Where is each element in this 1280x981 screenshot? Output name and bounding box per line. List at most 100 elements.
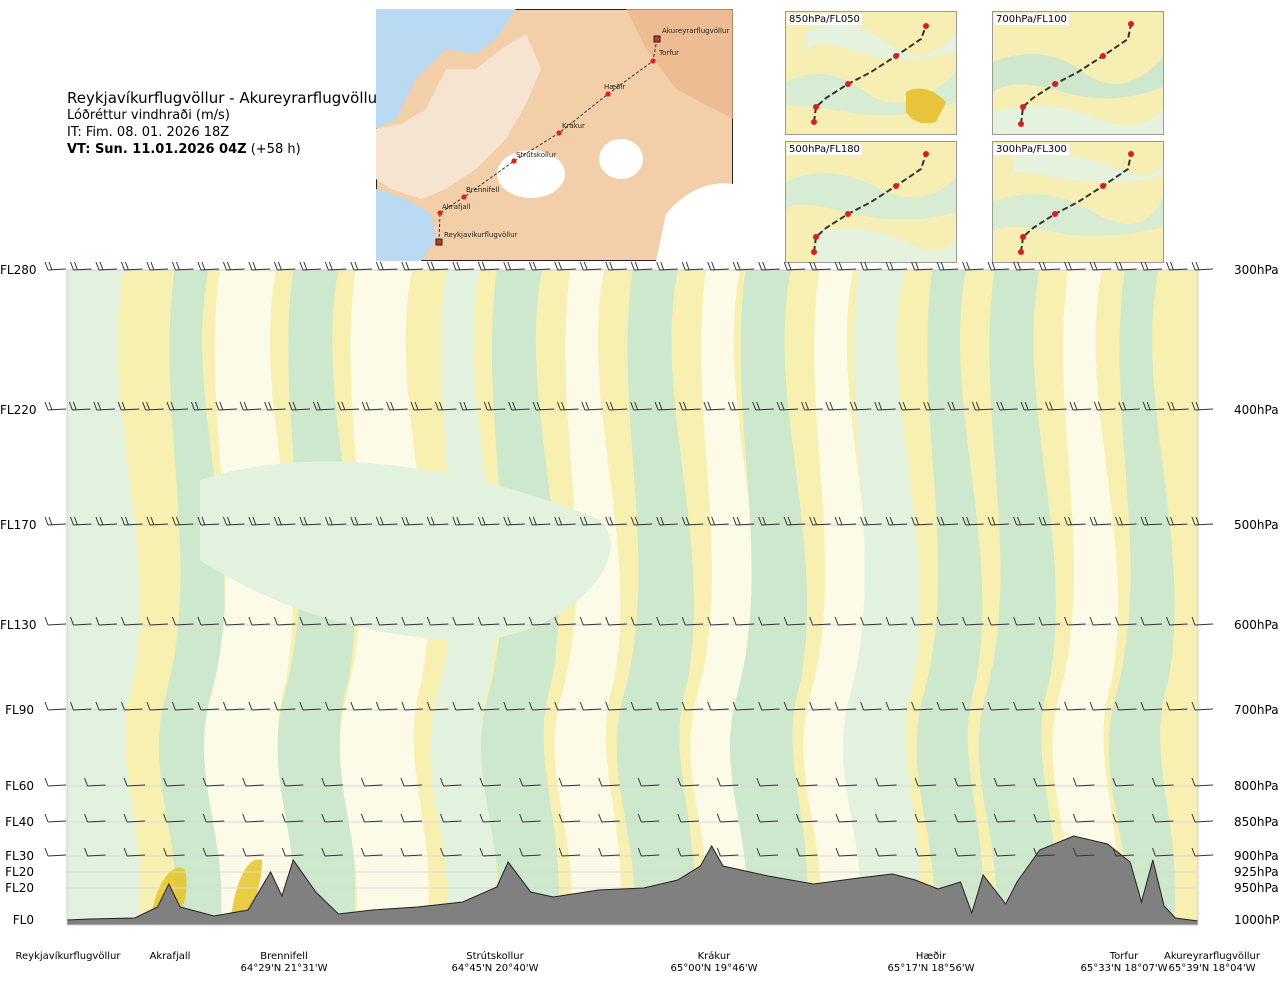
wind-barb-feather bbox=[787, 261, 792, 271]
wind-barb bbox=[1169, 708, 1188, 711]
wind-barb-feather bbox=[758, 616, 763, 626]
station-label: Reykjavíkurflugvöllur bbox=[8, 951, 128, 963]
wind-barb-feather bbox=[379, 516, 384, 526]
panel-850[interactable]: 850hPa/FL050 bbox=[785, 11, 957, 135]
wind-barb-feather bbox=[681, 701, 686, 711]
wind-barb-feather bbox=[1151, 847, 1156, 857]
pressure-level-label: 400hPa bbox=[1234, 403, 1279, 417]
wind-barb-feather bbox=[1115, 616, 1120, 626]
wind-barb bbox=[364, 854, 383, 857]
station-label: Krákur 65°00'N 19°46'W bbox=[654, 951, 774, 975]
wind-barb-feather bbox=[1140, 261, 1145, 271]
wind-barb-feather bbox=[171, 616, 176, 626]
wind-barb bbox=[124, 623, 143, 626]
wind-barb-feather bbox=[375, 701, 380, 711]
wind-barb-feather bbox=[202, 847, 207, 857]
wind-barb bbox=[1143, 623, 1163, 626]
wind-barb bbox=[267, 408, 286, 411]
panel-700[interactable]: 700hPa/FL100 bbox=[992, 11, 1164, 135]
wind-barb bbox=[736, 623, 755, 626]
wind-barb bbox=[641, 854, 660, 857]
wind-barb-feather bbox=[630, 401, 635, 411]
wind-barb bbox=[1143, 268, 1163, 271]
pressure-level-label: 600hPa bbox=[1234, 618, 1279, 632]
wind-barb-feather bbox=[463, 401, 468, 411]
wind-barb bbox=[47, 623, 67, 626]
wind-barb-feather bbox=[171, 261, 176, 271]
wind-barb bbox=[685, 623, 704, 626]
map-waypoint-marker bbox=[461, 194, 467, 200]
wind-barb-feather bbox=[630, 516, 635, 526]
wind-barb-feather bbox=[483, 401, 488, 411]
wind-barb bbox=[483, 820, 502, 823]
wind-barb bbox=[1146, 408, 1165, 411]
wind-barb bbox=[889, 708, 908, 711]
wind-barb bbox=[194, 408, 213, 411]
panel-500[interactable]: 500hPa/FL180 bbox=[785, 141, 957, 263]
wind-barb bbox=[736, 268, 755, 271]
wind-barb-feather bbox=[264, 401, 269, 411]
wind-barb bbox=[218, 408, 237, 411]
wind-barb-feather bbox=[660, 516, 665, 526]
wind-barb-feather bbox=[598, 777, 603, 787]
wind-barb bbox=[965, 268, 984, 271]
wind-barb-feather bbox=[1195, 261, 1200, 271]
wind-barb bbox=[685, 523, 704, 526]
wind-barb-feather bbox=[405, 261, 410, 271]
wind-barb bbox=[379, 523, 398, 526]
wind-barb bbox=[1155, 820, 1174, 823]
contour-band bbox=[1052, 270, 1119, 925]
wind-barb-feather bbox=[400, 777, 405, 787]
station-coordinates: 65°17'N 18°56'W bbox=[887, 963, 975, 974]
pressure-level-label: 800hPa bbox=[1234, 779, 1279, 793]
panel-300[interactable]: 300hPa/FL300 bbox=[992, 141, 1164, 263]
panel-700-label: 700hPa/FL100 bbox=[994, 14, 1069, 25]
wind-barb-feather bbox=[487, 401, 492, 411]
wind-barb bbox=[353, 623, 372, 626]
wind-barb bbox=[532, 623, 551, 626]
wind-barb bbox=[1115, 820, 1134, 823]
wind-barb-feather bbox=[936, 516, 941, 526]
wind-barb-feather bbox=[554, 261, 559, 271]
wind-barb-feather bbox=[860, 616, 865, 626]
wind-barb-feather bbox=[875, 813, 880, 823]
map-place-label: Strútskollur bbox=[516, 151, 556, 159]
wind-barb-feather bbox=[711, 261, 716, 271]
wind-barb-feather bbox=[940, 261, 945, 271]
wind-barb-feather bbox=[756, 847, 761, 857]
wind-barb-feather bbox=[1191, 516, 1196, 526]
wind-barb-feather bbox=[536, 401, 541, 411]
wind-barb-feather bbox=[732, 261, 737, 271]
wind-barb bbox=[175, 268, 194, 271]
wind-barb-feather bbox=[44, 847, 49, 857]
wind-barb bbox=[200, 268, 219, 271]
wind-barb bbox=[226, 268, 245, 271]
wind-barb bbox=[522, 854, 541, 857]
wind-barb-feather bbox=[809, 516, 814, 526]
flight-level-label: FL20 bbox=[5, 865, 34, 879]
wind-barb bbox=[659, 623, 678, 626]
wind-barb bbox=[997, 820, 1016, 823]
wind-barb-feather bbox=[758, 261, 763, 271]
wind-barb-feather bbox=[281, 777, 286, 787]
strong-downdraft-patch bbox=[230, 859, 262, 925]
wind-barb-feather bbox=[1033, 813, 1038, 823]
wind-barb-feather bbox=[1170, 261, 1174, 271]
wind-barb-feather bbox=[202, 813, 207, 823]
wind-barb bbox=[759, 854, 778, 857]
wind-barb-feather bbox=[583, 516, 588, 526]
wind-barb bbox=[166, 784, 185, 787]
wind-barb-feather bbox=[1166, 616, 1170, 626]
wind-barb-feather bbox=[609, 261, 614, 271]
wind-barb-feather bbox=[44, 516, 49, 526]
wind-barb bbox=[736, 523, 755, 526]
wind-barb-feather bbox=[479, 813, 484, 823]
wind-barb bbox=[799, 784, 818, 787]
wind-barb bbox=[443, 854, 462, 857]
wind-barb bbox=[950, 408, 969, 411]
wind-barb-feather bbox=[637, 813, 642, 823]
wind-barb-feather bbox=[634, 516, 639, 526]
wind-barb-feather bbox=[360, 813, 365, 823]
wind-barb bbox=[761, 708, 780, 711]
wind-barb bbox=[245, 854, 264, 857]
